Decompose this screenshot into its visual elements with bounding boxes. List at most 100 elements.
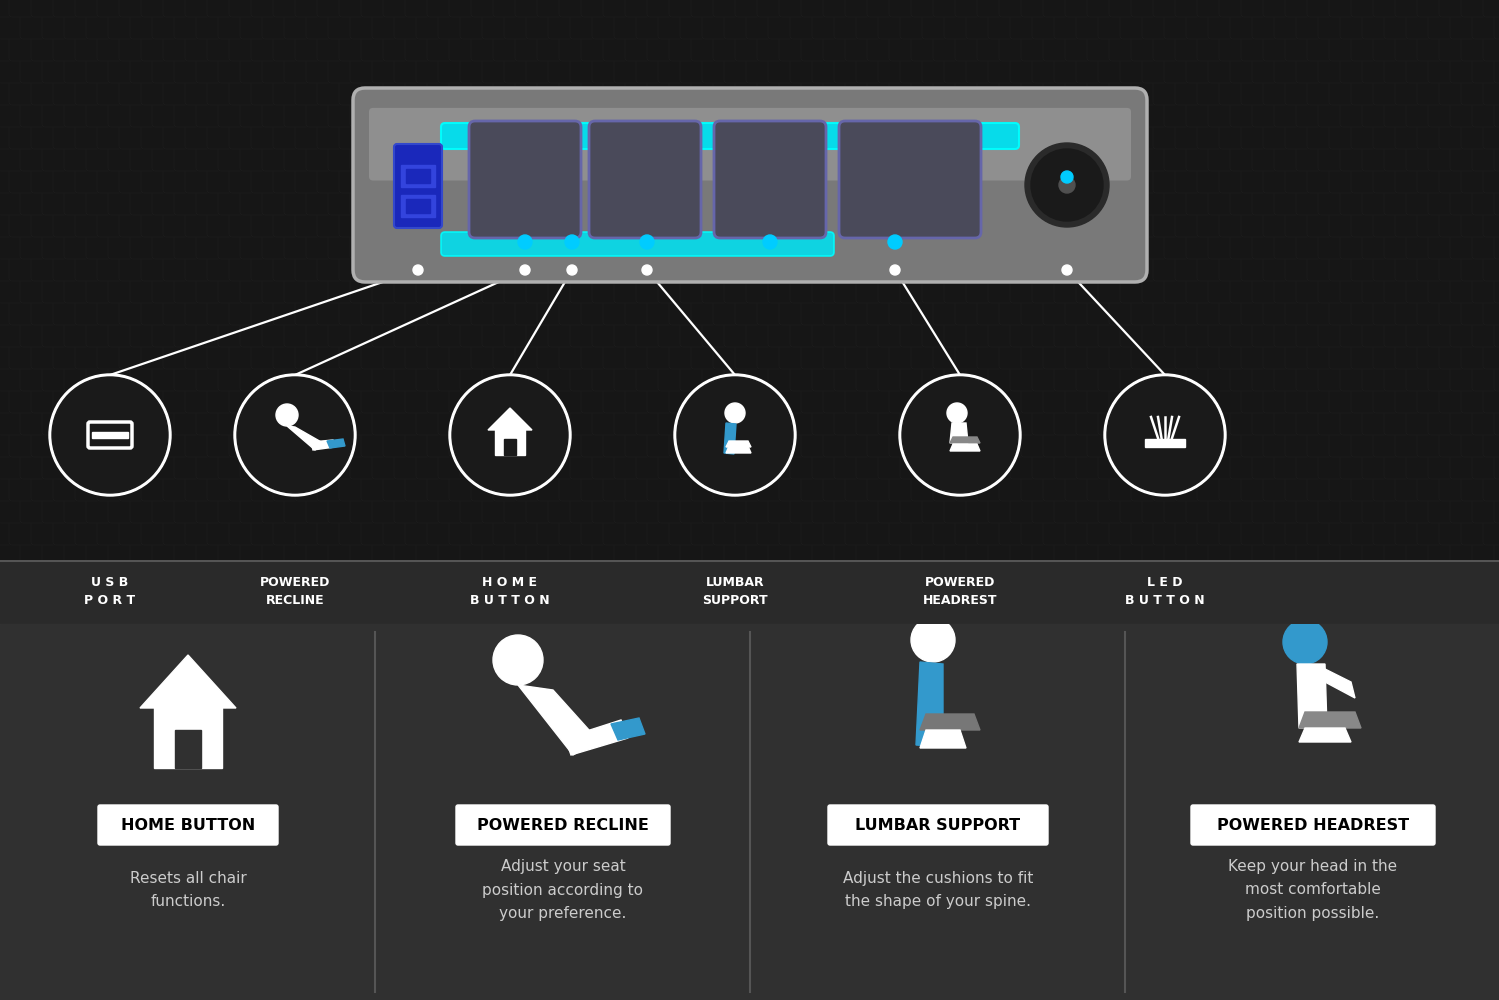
FancyBboxPatch shape [1231, 14, 1255, 39]
FancyBboxPatch shape [559, 80, 585, 105]
FancyBboxPatch shape [625, 564, 651, 589]
FancyBboxPatch shape [1132, 432, 1156, 457]
FancyBboxPatch shape [516, 300, 540, 325]
FancyBboxPatch shape [747, 14, 770, 39]
FancyBboxPatch shape [1384, 322, 1409, 347]
FancyBboxPatch shape [1120, 146, 1145, 171]
FancyBboxPatch shape [998, 124, 1024, 149]
FancyBboxPatch shape [97, 300, 121, 325]
FancyBboxPatch shape [955, 124, 980, 149]
FancyBboxPatch shape [570, 454, 595, 479]
FancyBboxPatch shape [316, 0, 342, 17]
FancyBboxPatch shape [141, 520, 166, 545]
Polygon shape [726, 441, 751, 447]
FancyBboxPatch shape [702, 234, 727, 259]
FancyBboxPatch shape [603, 520, 628, 545]
FancyBboxPatch shape [714, 36, 738, 61]
FancyBboxPatch shape [1340, 542, 1366, 567]
FancyBboxPatch shape [130, 542, 154, 567]
FancyBboxPatch shape [1330, 564, 1354, 589]
FancyBboxPatch shape [1274, 146, 1300, 171]
FancyBboxPatch shape [1406, 58, 1432, 83]
FancyBboxPatch shape [1175, 256, 1201, 281]
FancyBboxPatch shape [1406, 190, 1432, 215]
FancyBboxPatch shape [582, 36, 606, 61]
FancyBboxPatch shape [483, 146, 507, 171]
FancyBboxPatch shape [1087, 168, 1112, 193]
FancyBboxPatch shape [779, 432, 803, 457]
FancyBboxPatch shape [1175, 476, 1201, 501]
FancyBboxPatch shape [724, 190, 750, 215]
FancyBboxPatch shape [800, 520, 826, 545]
Bar [175, 730, 201, 768]
FancyBboxPatch shape [184, 212, 210, 237]
FancyBboxPatch shape [955, 564, 980, 589]
FancyBboxPatch shape [31, 212, 55, 237]
FancyBboxPatch shape [283, 366, 309, 391]
Polygon shape [916, 662, 943, 747]
FancyBboxPatch shape [559, 344, 585, 369]
FancyBboxPatch shape [450, 344, 474, 369]
FancyBboxPatch shape [1274, 366, 1300, 391]
FancyBboxPatch shape [483, 322, 507, 347]
FancyBboxPatch shape [384, 432, 408, 457]
FancyBboxPatch shape [460, 58, 486, 83]
FancyBboxPatch shape [1010, 322, 1034, 347]
FancyBboxPatch shape [1109, 344, 1135, 369]
FancyBboxPatch shape [42, 542, 67, 567]
FancyBboxPatch shape [812, 542, 836, 567]
FancyBboxPatch shape [823, 80, 848, 105]
FancyBboxPatch shape [504, 190, 529, 215]
FancyBboxPatch shape [1439, 564, 1465, 589]
FancyBboxPatch shape [1450, 542, 1475, 567]
FancyBboxPatch shape [603, 300, 628, 325]
FancyBboxPatch shape [658, 190, 684, 215]
FancyBboxPatch shape [273, 564, 298, 589]
FancyBboxPatch shape [1064, 0, 1090, 17]
FancyBboxPatch shape [767, 234, 793, 259]
FancyBboxPatch shape [361, 300, 387, 325]
FancyBboxPatch shape [1340, 410, 1366, 435]
FancyBboxPatch shape [1429, 58, 1453, 83]
FancyBboxPatch shape [1340, 146, 1366, 171]
FancyBboxPatch shape [856, 234, 881, 259]
FancyBboxPatch shape [417, 58, 441, 83]
FancyBboxPatch shape [1462, 124, 1486, 149]
FancyBboxPatch shape [493, 564, 519, 589]
FancyBboxPatch shape [42, 190, 67, 215]
FancyBboxPatch shape [856, 542, 881, 567]
FancyBboxPatch shape [151, 146, 177, 171]
FancyBboxPatch shape [130, 14, 154, 39]
FancyBboxPatch shape [691, 80, 717, 105]
FancyBboxPatch shape [19, 322, 45, 347]
FancyBboxPatch shape [955, 168, 980, 193]
FancyBboxPatch shape [394, 14, 420, 39]
FancyBboxPatch shape [812, 102, 836, 127]
FancyBboxPatch shape [889, 520, 914, 545]
FancyBboxPatch shape [648, 300, 672, 325]
FancyBboxPatch shape [1087, 388, 1112, 413]
FancyBboxPatch shape [878, 190, 902, 215]
FancyBboxPatch shape [0, 256, 12, 281]
FancyBboxPatch shape [856, 322, 881, 347]
FancyBboxPatch shape [1120, 366, 1145, 391]
FancyBboxPatch shape [405, 520, 430, 545]
Polygon shape [950, 437, 980, 443]
FancyBboxPatch shape [998, 212, 1024, 237]
FancyBboxPatch shape [9, 564, 34, 589]
FancyBboxPatch shape [349, 58, 375, 83]
FancyBboxPatch shape [1153, 300, 1178, 325]
FancyBboxPatch shape [19, 58, 45, 83]
FancyBboxPatch shape [932, 0, 958, 17]
FancyBboxPatch shape [1417, 520, 1442, 545]
FancyBboxPatch shape [1307, 564, 1333, 589]
FancyBboxPatch shape [361, 0, 387, 17]
FancyBboxPatch shape [427, 168, 453, 193]
FancyBboxPatch shape [1252, 14, 1277, 39]
FancyBboxPatch shape [1142, 14, 1168, 39]
FancyBboxPatch shape [427, 0, 453, 17]
FancyBboxPatch shape [1384, 454, 1409, 479]
FancyBboxPatch shape [19, 410, 45, 435]
FancyBboxPatch shape [1031, 58, 1057, 83]
FancyBboxPatch shape [1307, 520, 1333, 545]
